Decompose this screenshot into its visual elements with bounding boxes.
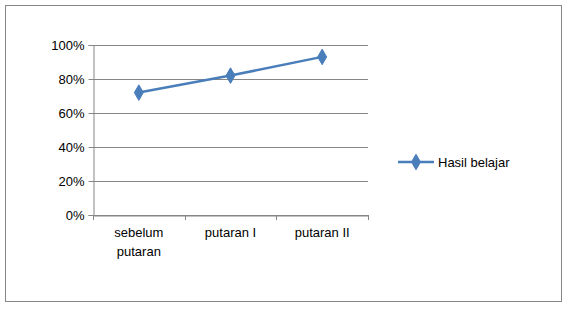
y-tick-mark [89,79,94,80]
x-tick: sebelumputaran [114,216,163,259]
x-tick-label: sebelumputaran [114,225,163,259]
y-tick: 20% [58,174,93,189]
y-tick: 80% [58,72,93,87]
y-tick-label: 100% [51,38,85,53]
y-tick-label: 20% [58,174,84,189]
chart-border [6,6,562,302]
category-divider [368,215,369,220]
y-tick-mark [89,113,94,114]
series-line [139,57,322,93]
x-axis: sebelumputaran putaran I putaran II [94,216,369,259]
y-tick: 0% [66,208,94,223]
legend: Hasil belajar [398,154,510,170]
category-dividers [94,215,369,220]
category-divider [276,215,277,220]
category-divider [93,215,94,220]
grid-line [93,45,368,46]
grid [93,46,368,216]
category-divider [185,215,186,220]
grid-line [93,181,368,182]
series-marker [318,49,327,65]
grid-line [93,215,368,216]
y-tick-mark [89,147,94,148]
y-tick-label: 40% [58,140,84,155]
series-marker [226,68,235,84]
x-tick-label: putaran I [205,225,256,240]
y-tick-label: 80% [58,72,84,87]
legend-marker [412,154,421,170]
grid-line [93,113,368,114]
y-tick-mark [89,181,94,182]
grid-line [93,147,368,148]
series-marker [134,85,143,101]
y-axis-line [89,46,95,216]
y-tick: 60% [58,106,93,121]
x-tick: putaran II [295,216,350,240]
x-tick: putaran I [205,216,256,240]
x-axis-line [94,216,369,217]
y-tick-mark [89,45,94,46]
y-tick-mark [89,215,94,216]
y-axis: 0% 20% 40% 60% 80% 100% [51,38,94,223]
y-tick-label: 0% [66,208,85,223]
x-tick-label: putaran II [295,225,350,240]
plot-marks [134,49,326,100]
y-tick-label: 60% [58,106,84,121]
y-tick: 100% [51,38,93,53]
y-tick: 40% [58,140,93,155]
chart: 0% 20% 40% 60% 80% 100% sebelumputaran putaran … [0,0,568,310]
legend-label: Hasil belajar [438,155,510,170]
